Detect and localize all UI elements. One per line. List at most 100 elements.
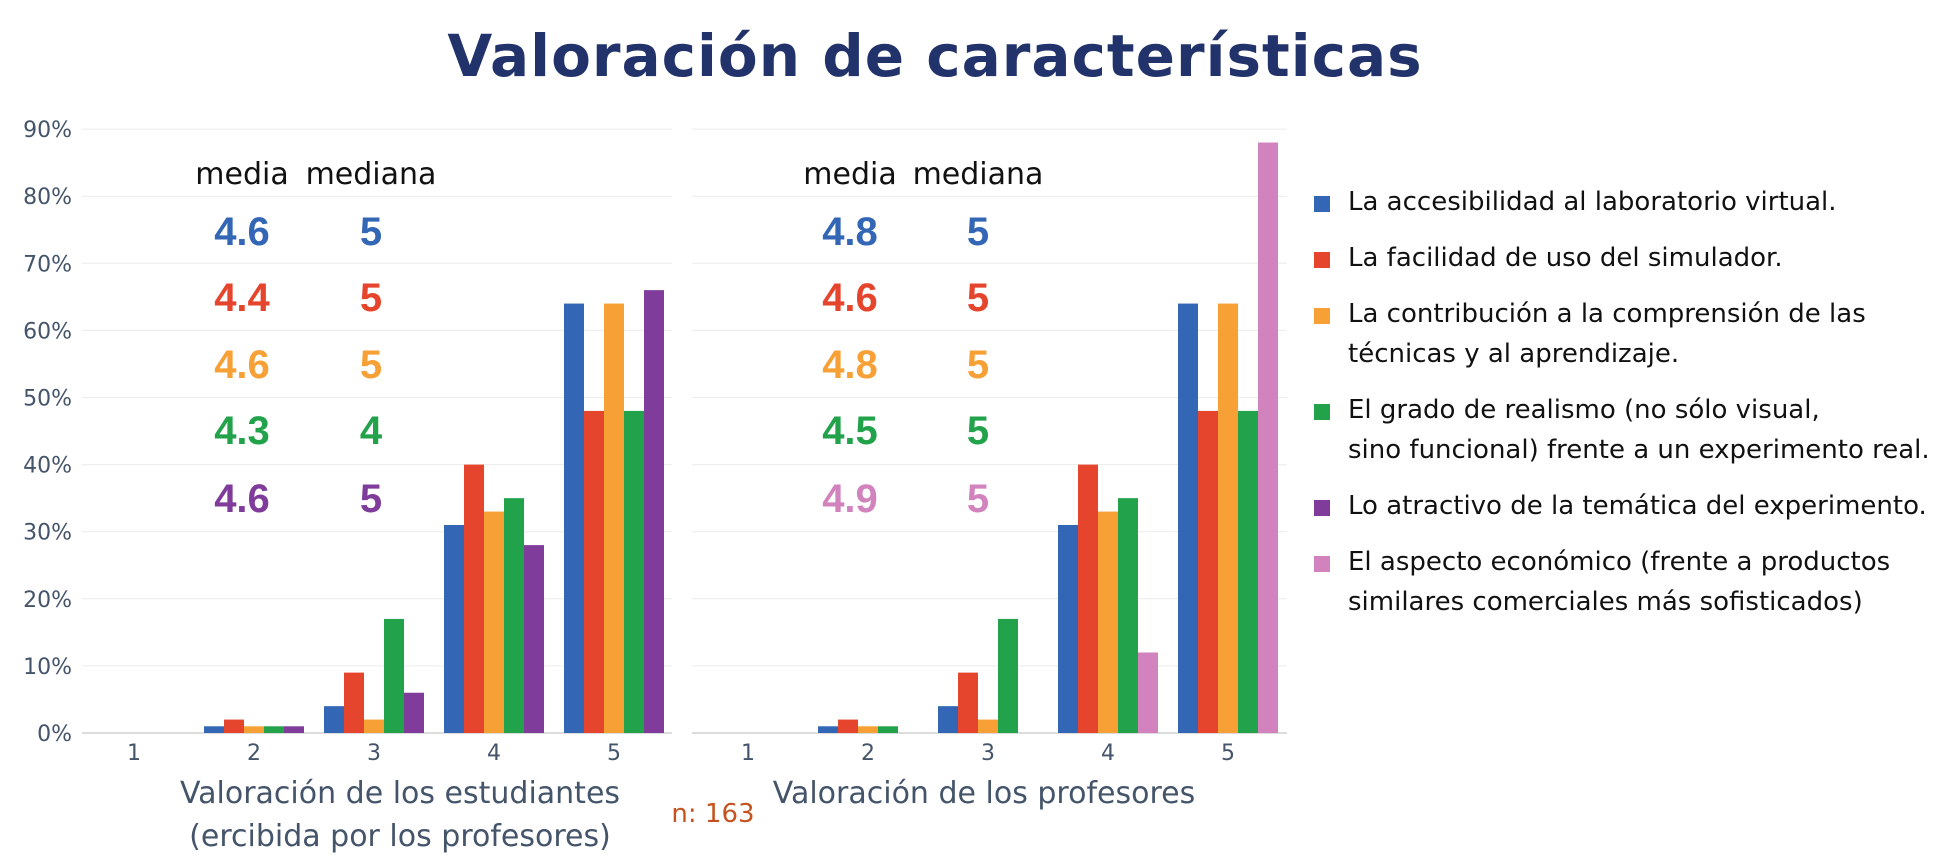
bar-p1-s5-c4 (524, 545, 544, 733)
y-tick-label: 90% (23, 118, 72, 143)
legend-label: El grado de realismo (no sólo visual, (1348, 395, 1820, 425)
legend-swatch (1314, 196, 1330, 212)
legend-swatch (1314, 404, 1330, 420)
bar-p1-s4-c3 (384, 618, 404, 733)
mediana-header: mediana (913, 157, 1044, 192)
media-value: 4.4 (214, 276, 270, 320)
x-tick-label: 4 (487, 741, 501, 766)
bar-p1-s3-c3 (364, 719, 384, 733)
bar-p1-s2-c5 (584, 410, 604, 733)
x-tick-label: 3 (981, 741, 995, 766)
bar-p1-s2-c4 (464, 464, 484, 733)
media-value: 4.9 (822, 477, 878, 521)
bar-p1-s2-c3 (344, 672, 364, 733)
x-tick-label: 1 (741, 741, 755, 766)
y-tick-label: 50% (23, 387, 72, 412)
bar-p1-s1-c4 (444, 524, 464, 733)
y-tick-label: 10% (23, 655, 72, 680)
legend-label: El aspecto económico (frente a productos (1348, 547, 1891, 577)
legend-label: Lo atractivo de la temática del experime… (1348, 491, 1927, 521)
x-axis-label: Valoración de los estudiantes (180, 776, 620, 811)
y-tick-label: 80% (23, 185, 72, 210)
y-tick-label: 40% (23, 454, 72, 479)
x-tick-label: 5 (607, 741, 621, 766)
mediana-value: 5 (967, 210, 989, 254)
bar-p2-s3-c2 (858, 726, 878, 733)
x-axis-label: Valoración de los profesores (773, 776, 1195, 811)
bar-p1-s4-c4 (504, 498, 524, 733)
x-tick-label: 2 (861, 741, 875, 766)
bar-p2-s2-c3 (958, 672, 978, 733)
bar-p1-s1-c3 (324, 706, 344, 733)
media-header: media (803, 157, 896, 192)
media-value: 4.6 (214, 477, 270, 521)
mediana-value: 5 (967, 276, 989, 320)
bar-p2-s3-c5 (1218, 303, 1238, 733)
n-label: n: 163 (671, 799, 754, 829)
legend-swatch (1314, 252, 1330, 268)
legend-label: La facilidad de uso del simulador. (1348, 243, 1783, 273)
legend-swatch (1314, 308, 1330, 324)
media-value: 4.8 (822, 343, 878, 387)
x-tick-label: 3 (367, 741, 381, 766)
media-value: 4.6 (214, 343, 270, 387)
legend-item: El grado de realismo (no sólo visual, sin… (1312, 390, 1952, 470)
page-title: Valoración de características (447, 22, 1423, 90)
media-value: 4.5 (822, 409, 878, 453)
mediana-value: 5 (967, 477, 989, 521)
mediana-value: 5 (360, 477, 382, 521)
media-value: 4.6 (214, 210, 270, 254)
bar-p2-s5-c4 (1138, 652, 1158, 733)
legend-label: similares comerciales más sofisticados) (1348, 587, 1863, 617)
legend-label: La accesibilidad al laboratorio virtual. (1348, 187, 1837, 217)
y-tick-label: 60% (23, 319, 72, 344)
mediana-value: 5 (967, 409, 989, 453)
media-header: media (195, 157, 288, 192)
media-value: 4.3 (214, 409, 270, 453)
bar-p1-s3-c2 (244, 726, 264, 733)
legend-swatch (1314, 556, 1330, 572)
bar-p1-s2-c2 (224, 719, 244, 733)
legend-swatch (1314, 500, 1330, 516)
legend-item: La accesibilidad al laboratorio virtual. (1312, 182, 1952, 222)
legend-label: sino funcional) frente a un experimento … (1348, 435, 1930, 465)
y-tick-label: 30% (23, 521, 72, 546)
bar-p2-s1-c4 (1058, 524, 1078, 733)
bar-p1-s1-c2 (204, 726, 224, 733)
legend-label: técnicas y al aprendizaje. (1348, 339, 1680, 369)
legend: La accesibilidad al laboratorio virtual.… (1312, 182, 1952, 638)
bar-p2-s1-c2 (818, 726, 838, 733)
mediana-value: 5 (360, 276, 382, 320)
mediana-value: 5 (967, 343, 989, 387)
mediana-value: 4 (360, 409, 383, 453)
x-axis-label: (ercibida por los profesores) (189, 819, 611, 854)
bar-p1-s4-c2 (264, 726, 284, 733)
legend-item: La contribución a la comprensión de las t… (1312, 294, 1952, 374)
bar-p1-s5-c2 (284, 726, 304, 733)
bar-p1-s1-c5 (564, 303, 584, 733)
y-tick-label: 20% (23, 588, 72, 613)
bar-p2-s2-c2 (838, 719, 858, 733)
x-tick-label: 2 (247, 741, 261, 766)
bar-p2-s4-c3 (998, 618, 1018, 733)
x-tick-label: 5 (1221, 741, 1235, 766)
bar-p2-s4-c5 (1238, 410, 1258, 733)
bar-p2-s3-c3 (978, 719, 998, 733)
bar-p2-s1-c3 (938, 706, 958, 733)
media-value: 4.6 (822, 276, 878, 320)
y-tick-label: 0% (37, 722, 72, 747)
legend-item: El aspecto económico (frente a productos… (1312, 542, 1952, 622)
bar-p2-s2-c4 (1078, 464, 1098, 733)
legend-label: La contribución a la comprensión de las (1348, 299, 1866, 329)
bar-p1-s5-c3 (404, 692, 424, 733)
legend-item: La facilidad de uso del simulador. (1312, 238, 1952, 278)
mediana-header: mediana (306, 157, 437, 192)
bar-p2-s5-c5 (1258, 142, 1278, 733)
bar-p1-s3-c4 (484, 511, 504, 733)
x-tick-label: 4 (1101, 741, 1115, 766)
bar-p2-s4-c2 (878, 726, 898, 733)
y-tick-label: 70% (23, 252, 72, 277)
bar-p1-s3-c5 (604, 303, 624, 733)
legend-item: Lo atractivo de la temática del experime… (1312, 486, 1952, 526)
